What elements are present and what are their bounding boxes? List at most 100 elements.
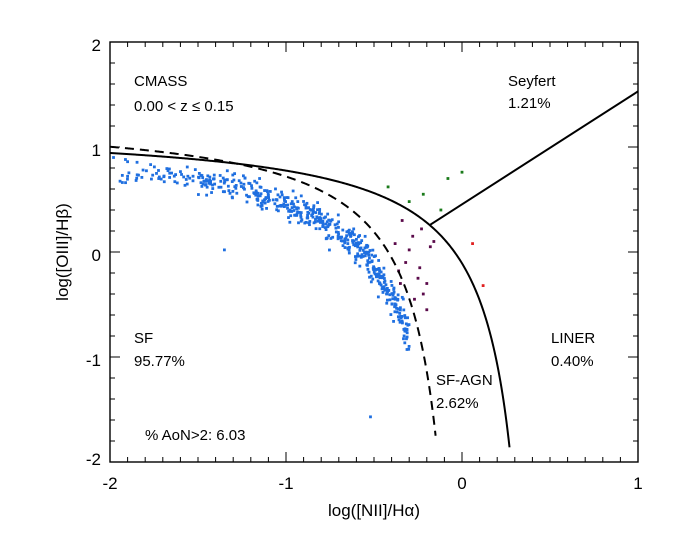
sf-point bbox=[380, 287, 384, 291]
sf-point bbox=[374, 272, 378, 276]
sf-point bbox=[290, 210, 294, 213]
sf-point bbox=[259, 205, 263, 208]
sf-point bbox=[312, 210, 315, 214]
sf-point bbox=[356, 252, 360, 256]
sf-point bbox=[210, 191, 213, 194]
sf-point bbox=[348, 233, 352, 237]
sf-point bbox=[352, 243, 356, 247]
sf-agn-point bbox=[393, 242, 397, 245]
sf-point bbox=[378, 282, 381, 285]
sf-point bbox=[337, 225, 340, 229]
sf-point bbox=[231, 173, 235, 177]
sf-point bbox=[275, 208, 279, 212]
sf-point bbox=[282, 196, 286, 200]
y-tick-label-neg1: -1 bbox=[86, 351, 101, 370]
sf-point bbox=[258, 177, 261, 180]
sf-point bbox=[126, 174, 129, 178]
sf-agn-percent: 2.62% bbox=[436, 395, 479, 412]
sf-point bbox=[377, 272, 381, 276]
sf-point bbox=[191, 179, 195, 183]
sf-point bbox=[289, 214, 293, 218]
sf-agn-point bbox=[428, 245, 432, 249]
sf-point bbox=[120, 173, 124, 177]
sf-point bbox=[263, 189, 266, 192]
sf-point bbox=[364, 251, 368, 255]
sf-point bbox=[316, 219, 320, 223]
sf-point bbox=[186, 174, 190, 178]
sf-agn-point bbox=[413, 297, 416, 301]
sf-point bbox=[324, 222, 328, 226]
sf-point bbox=[287, 216, 290, 219]
ticks-layer bbox=[109, 41, 639, 463]
sf-point bbox=[349, 233, 353, 237]
sf-point bbox=[393, 302, 397, 306]
sf-point bbox=[285, 196, 289, 199]
seyfert-liner-line bbox=[429, 90, 638, 226]
sf-point bbox=[404, 322, 408, 326]
sf-point bbox=[351, 240, 355, 244]
sf-point bbox=[233, 185, 237, 189]
sf-point bbox=[162, 174, 166, 178]
y-tick-label-0: 0 bbox=[92, 246, 101, 265]
sf-point bbox=[312, 204, 316, 208]
sf-point bbox=[305, 201, 309, 205]
sf-point bbox=[372, 255, 376, 258]
sf-point bbox=[213, 182, 217, 186]
sf-point bbox=[322, 216, 326, 220]
sf-point bbox=[402, 308, 406, 312]
sf-point bbox=[324, 237, 328, 241]
sf-point bbox=[397, 318, 401, 322]
sf-point bbox=[366, 261, 370, 265]
sf-point bbox=[376, 295, 380, 299]
sf-point bbox=[361, 255, 365, 258]
sf-point bbox=[134, 179, 138, 182]
sf-point bbox=[259, 185, 263, 189]
sf-point bbox=[206, 179, 210, 183]
sf-point bbox=[316, 201, 319, 204]
sf-point bbox=[221, 176, 225, 180]
sf-point bbox=[327, 218, 331, 222]
sf-agn-point bbox=[407, 248, 411, 252]
sf-point bbox=[135, 176, 139, 180]
sf-point bbox=[228, 191, 232, 195]
sf-point bbox=[359, 255, 363, 259]
sf-point bbox=[403, 316, 407, 320]
sf-point bbox=[127, 171, 131, 175]
sf-point bbox=[334, 226, 338, 230]
sf-point bbox=[406, 316, 410, 320]
sf-point bbox=[199, 181, 203, 185]
sf-point bbox=[401, 297, 405, 301]
sf-point bbox=[263, 201, 267, 205]
sf-point bbox=[378, 269, 382, 273]
sf-point bbox=[359, 241, 363, 245]
sf-point bbox=[205, 185, 209, 189]
seyfert-point bbox=[386, 185, 390, 189]
sf-point bbox=[384, 283, 388, 287]
sf-point bbox=[185, 182, 189, 186]
sf-point bbox=[175, 181, 179, 185]
sf-point bbox=[306, 214, 309, 217]
sf-point bbox=[314, 211, 318, 214]
sf-point bbox=[343, 239, 347, 243]
sf-point bbox=[260, 201, 263, 205]
sf-point bbox=[239, 181, 243, 185]
sf-point bbox=[292, 202, 295, 206]
sf-point bbox=[326, 225, 330, 229]
sf-point bbox=[168, 171, 172, 175]
sf-point bbox=[321, 225, 325, 228]
sf-point bbox=[112, 156, 115, 159]
sf-point bbox=[318, 227, 322, 231]
sf-point bbox=[204, 183, 208, 186]
sf-point bbox=[197, 175, 200, 179]
sf-point bbox=[188, 176, 192, 180]
sf-point bbox=[341, 228, 345, 232]
sf-point bbox=[200, 184, 204, 188]
sf-point bbox=[358, 254, 362, 258]
sf-label: SF bbox=[134, 330, 153, 347]
sf-agn-point bbox=[418, 266, 422, 270]
sf-point bbox=[284, 203, 288, 207]
sf-point bbox=[405, 335, 409, 339]
sf-point bbox=[242, 174, 245, 178]
sf-point bbox=[317, 212, 321, 215]
sf-point bbox=[124, 158, 127, 161]
